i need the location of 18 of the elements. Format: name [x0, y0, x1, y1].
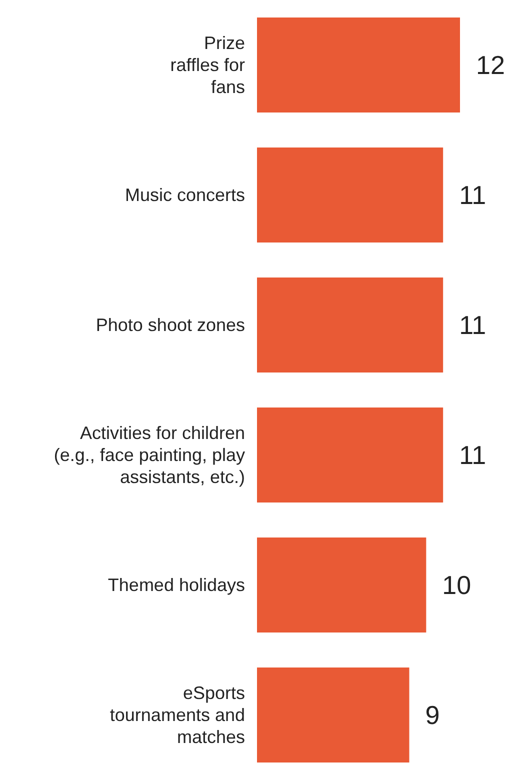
data-label: 9 — [425, 700, 440, 730]
y-tick-label: eSports tournaments and matches — [110, 683, 245, 747]
bar — [257, 668, 410, 762]
y-tick-label: Music concerts — [124, 185, 245, 205]
bar — [257, 408, 444, 502]
y-tick-label: Activities for children (e.g., face painting, play assistants, etc.) — [54, 423, 245, 487]
data-label: 11 — [459, 440, 486, 470]
y-tick-label: Prize raffles for fans — [170, 33, 245, 97]
y-tick-label: Photo shoot zones — [96, 315, 245, 335]
bar — [257, 278, 444, 372]
y-tick-label: Themed holidays — [108, 575, 245, 595]
bar — [257, 148, 444, 242]
bar — [257, 538, 426, 632]
data-label: 11 — [459, 180, 486, 210]
data-label: 10 — [442, 570, 472, 600]
data-label: 11 — [459, 310, 486, 340]
data-label: 12 — [476, 50, 505, 80]
bar — [257, 18, 460, 112]
